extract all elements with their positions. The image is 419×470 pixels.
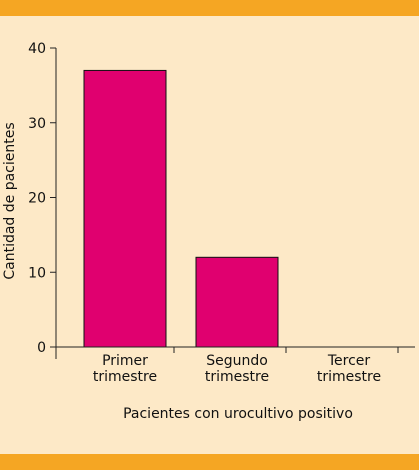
bar-1: [83, 69, 167, 348]
bars-group: [83, 69, 279, 348]
x-tick-label-1: Primer trimestre: [93, 353, 157, 385]
x-tick-label-3: Tercer trimestre: [317, 353, 381, 385]
x-tick-label-line: Tercer: [327, 353, 371, 369]
x-tick-label-line: trimestre: [205, 369, 269, 385]
bottom-orange-band: [0, 454, 419, 470]
y-tick-label-20: 20: [28, 191, 46, 207]
x-tick-label-line: Segundo: [206, 353, 268, 369]
x-tick-label-line: trimestre: [317, 369, 381, 385]
top-orange-band: [0, 0, 419, 16]
y-tick-label-30: 30: [28, 116, 46, 132]
y-axis-title: Cantidad de pacientes: [2, 122, 18, 279]
y-tick-label-10: 10: [28, 265, 46, 281]
x-tick-label-line: Primer: [102, 353, 148, 369]
x-axis-title: Pacientes con urocultivo positivo: [123, 406, 353, 422]
x-tick-label-line: trimestre: [93, 369, 157, 385]
x-tick-label-2: Segundo trimestre: [205, 353, 269, 385]
y-tick-label-0: 0: [37, 340, 46, 356]
y-tick-label-40: 40: [28, 41, 46, 57]
bar-2: [195, 256, 279, 348]
